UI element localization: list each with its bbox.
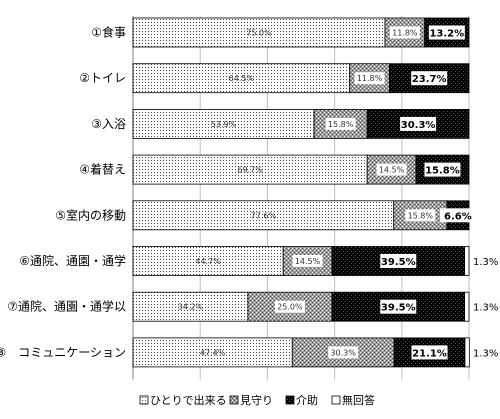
value-label-3-2: 15.8% — [425, 166, 460, 177]
legend-label-0: ひとりで出来る — [150, 393, 227, 407]
category-label-0: ①食事 — [91, 25, 126, 40]
bar-4-0 — [132, 200, 395, 231]
value-label-0-0: 75.0% — [246, 29, 272, 38]
value-label-7-3: 1.3% — [473, 348, 498, 359]
value-label-5-2: 39.5% — [381, 257, 416, 268]
legend-label-1: 見守り — [240, 393, 273, 407]
value-label-bg-7-2 — [411, 345, 448, 360]
value-label-4-0: 77.6% — [251, 211, 277, 220]
value-label-5-0: 44.7% — [195, 257, 221, 266]
legend: ひとりで出来る 見守り 介助 無回答 — [139, 393, 375, 407]
bar-1-0 — [132, 63, 351, 94]
legend-swatch-1 — [229, 395, 239, 405]
value-label-bg-6-1 — [274, 300, 305, 313]
category-label-1: ②トイレ — [79, 71, 126, 85]
bars — [132, 17, 470, 368]
bar-6-3 — [464, 291, 470, 322]
value-label-6-0: 34.2% — [178, 303, 204, 312]
legend-swatch-2 — [285, 395, 295, 405]
value-label-bg-4-1 — [405, 209, 436, 222]
value-label-2-2: 30.3% — [401, 120, 436, 131]
value-label-6-2: 39.5% — [381, 303, 416, 314]
labels: ①食事 75.0% 11.8% 13.2% ②トイレ 64.5% 11.8% 23.7% ③入浴… — [0, 25, 498, 360]
value-label-1-2: 23.7% — [412, 74, 447, 85]
bar-6-0 — [132, 291, 249, 322]
legend-swatch-3 — [331, 395, 341, 405]
category-label-7: ⑧ コミュニケーション — [0, 345, 126, 359]
legend-swatch-0 — [139, 395, 149, 405]
value-label-1-1: 11.8% — [357, 74, 383, 83]
value-label-7-1: 30.3% — [330, 348, 356, 357]
bar-5-3 — [464, 246, 470, 276]
category-label-3: ④着替え — [79, 162, 126, 177]
bar-7-0 — [132, 337, 293, 368]
value-label-3-0: 69.7% — [237, 166, 263, 175]
legend-label-3: 無回答 — [342, 393, 375, 407]
value-label-bg-3-1 — [376, 163, 407, 176]
value-label-bg-1-1 — [354, 72, 385, 85]
value-label-bg-2-1 — [325, 117, 356, 130]
bar-0-0 — [132, 17, 386, 48]
value-label-6-3: 1.3% — [473, 303, 498, 314]
value-label-bg-0-1 — [389, 26, 420, 39]
value-label-2-0: 53.9% — [211, 120, 237, 129]
value-label-0-1: 11.8% — [392, 29, 418, 38]
value-label-6-1: 25.0% — [277, 303, 303, 312]
category-label-6: ⑦通院、通園・通学以 — [7, 299, 126, 314]
value-label-bg-5-2 — [380, 254, 417, 268]
value-label-5-3: 1.3% — [473, 257, 498, 268]
legend-label-2: 介助 — [296, 393, 318, 407]
value-label-4-1: 15.8% — [408, 211, 434, 220]
value-label-4-2: 6.6% — [444, 211, 472, 222]
value-label-2-1: 15.8% — [328, 120, 354, 129]
category-label-4: ⑤室内の移動 — [55, 207, 126, 222]
value-label-7-2: 21.1% — [412, 348, 447, 359]
value-label-3-1: 14.5% — [379, 166, 405, 175]
value-label-bg-7-1 — [328, 346, 359, 359]
value-label-bg-5-1 — [292, 255, 323, 267]
category-label-2: ③入浴 — [91, 117, 126, 131]
value-label-bg-3-2 — [424, 162, 461, 177]
value-label-0-2: 13.2% — [429, 29, 464, 40]
value-label-5-1: 14.5% — [295, 257, 321, 266]
category-label-5: ⑥通院、通園・通学 — [19, 253, 126, 268]
value-label-bg-0-2 — [428, 25, 465, 40]
value-label-bg-1-2 — [411, 71, 448, 86]
value-label-bg-4-2 — [439, 208, 476, 223]
value-label-7-0: 47.4% — [200, 348, 226, 357]
value-label-bg-2-2 — [400, 116, 437, 131]
bar-7-3 — [464, 337, 470, 368]
value-label-1-0: 64.5% — [229, 74, 255, 83]
value-label-bg-6-2 — [380, 299, 417, 314]
bar-5-0 — [132, 246, 284, 276]
